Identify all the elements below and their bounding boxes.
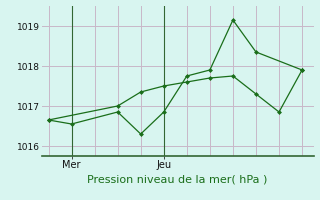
- X-axis label: Pression niveau de la mer( hPa ): Pression niveau de la mer( hPa ): [87, 174, 268, 184]
